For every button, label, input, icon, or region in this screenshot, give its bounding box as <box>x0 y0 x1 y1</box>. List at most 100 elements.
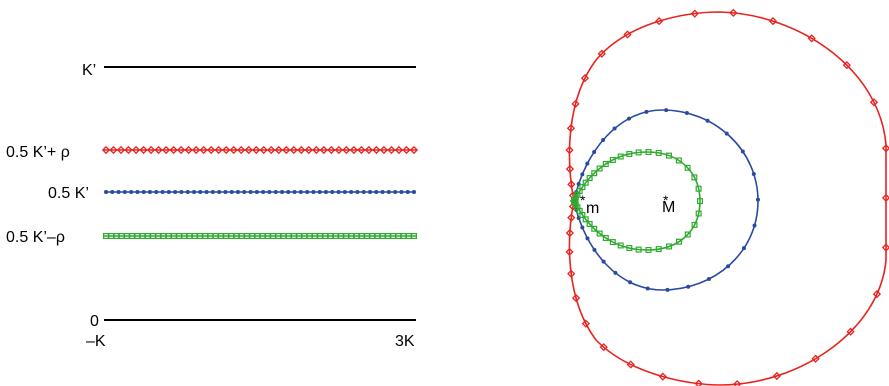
middle-line-marker <box>104 190 108 194</box>
level-label-middle: 0.5 K’ <box>48 185 89 202</box>
blue-orbit-marker <box>628 280 633 285</box>
red-orbit-marker <box>566 124 576 133</box>
blue-orbit-marker <box>585 161 590 166</box>
red-orbit-marker <box>571 293 581 303</box>
red-orbit-marker <box>881 193 889 203</box>
green-orbit-marker <box>626 245 633 252</box>
green-orbit-marker <box>675 157 682 164</box>
green-orbit-marker <box>675 238 682 245</box>
middle-line-marker <box>166 190 171 194</box>
green-orbit-marker <box>655 246 662 253</box>
red-orbit-marker <box>565 228 574 238</box>
upper-line-marker <box>312 145 321 155</box>
green-orbit-marker <box>684 164 691 171</box>
middle-line-marker <box>110 190 115 194</box>
upper-line-marker <box>139 145 148 155</box>
upper-line-marker <box>146 145 156 155</box>
upper-line-marker <box>237 145 246 155</box>
green-orbit-marker <box>645 246 652 253</box>
red-orbit-marker <box>597 49 606 58</box>
middle-line-marker <box>122 190 127 194</box>
upper-line-marker <box>244 145 253 155</box>
upper-line-marker <box>169 145 178 155</box>
level-label-lower: 0.5 K’–ρ <box>6 229 65 246</box>
middle-line-marker <box>298 190 303 194</box>
middle-line-marker <box>248 190 253 194</box>
green-orbit-marker <box>635 246 642 253</box>
upper-line-marker <box>207 145 216 155</box>
blue-orbit-marker <box>752 223 757 228</box>
red-orbit-marker <box>581 319 590 328</box>
red-orbit-marker <box>658 372 668 381</box>
lower-line-marker <box>411 233 418 240</box>
green-orbit-marker <box>617 242 624 249</box>
x-tick-left: –K <box>86 333 106 350</box>
middle-line-marker <box>311 190 316 194</box>
green-orbit-marker <box>691 221 698 228</box>
middle-line-marker <box>305 190 310 194</box>
middle-line-marker <box>273 190 278 194</box>
red-orbit-marker <box>565 145 574 155</box>
red-orbit-markers <box>565 8 889 386</box>
upper-line-marker <box>364 145 374 155</box>
middle-line-marker <box>349 190 354 194</box>
lower-line-markers <box>102 233 418 240</box>
blue-orbit-marker <box>580 172 585 177</box>
middle-line-marker <box>336 190 341 194</box>
red-orbit-marker <box>846 327 855 336</box>
green-orbit-marker <box>582 179 589 186</box>
green-orbit-marker <box>591 170 598 177</box>
upper-line-marker <box>342 145 351 155</box>
green-orbit-marker <box>596 230 603 237</box>
middle-line-marker <box>380 190 385 194</box>
green-orbit-curve <box>573 151 701 251</box>
green-orbit-marker <box>571 199 578 206</box>
middle-line-markers <box>104 190 416 194</box>
blue-orbit-marker <box>626 116 631 121</box>
middle-line-marker <box>280 190 284 194</box>
red-orbit-marker <box>842 61 851 70</box>
middle-line-marker <box>342 190 347 194</box>
blue-orbit-marker <box>705 118 710 123</box>
red-orbit-marker <box>567 213 576 222</box>
green-orbit-marker <box>691 174 698 181</box>
blue-orbit-marker <box>645 286 650 291</box>
blue-orbit-marker <box>741 246 746 251</box>
red-orbit-curve <box>568 11 887 386</box>
green-orbit-marker <box>586 175 593 182</box>
red-orbit-marker <box>772 371 781 381</box>
middle-line-marker <box>185 190 190 194</box>
green-orbit-marker <box>684 231 691 238</box>
blue-orbit-marker <box>706 277 711 282</box>
upper-line-marker <box>334 145 343 155</box>
middle-line-marker <box>204 190 209 194</box>
upper-line-marker <box>267 145 276 155</box>
green-orbit-marker <box>635 149 642 156</box>
blue-orbit-marker <box>580 225 585 230</box>
middle-line-marker <box>386 190 391 194</box>
green-orbit-marker <box>695 210 702 217</box>
point-M-star: * <box>663 192 669 208</box>
upper-line-marker <box>101 145 111 155</box>
upper-line-marker <box>109 145 118 155</box>
red-orbit-marker <box>729 8 738 17</box>
blue-orbit-marker <box>755 197 760 202</box>
green-orbit-marker <box>586 220 593 227</box>
red-orbit-marker <box>733 380 742 386</box>
middle-line-marker <box>129 190 134 194</box>
green-orbit-marker <box>579 184 586 191</box>
blue-orbit-marker <box>724 131 729 136</box>
middle-line-marker <box>412 190 416 194</box>
blue-orbit-marker <box>644 109 649 114</box>
level-label-upper: 0.5 K’+ ρ <box>6 144 70 161</box>
green-orbit-marker <box>596 165 603 172</box>
blue-orbit-marker <box>684 111 689 116</box>
middle-line-marker <box>198 190 203 194</box>
red-orbit-marker <box>565 164 575 174</box>
blue-orbit-marker <box>740 149 745 154</box>
point-M-label: M <box>662 199 675 216</box>
red-orbit-marker <box>807 34 816 43</box>
upper-line-marker <box>297 145 306 155</box>
upper-line-marker <box>319 145 328 155</box>
